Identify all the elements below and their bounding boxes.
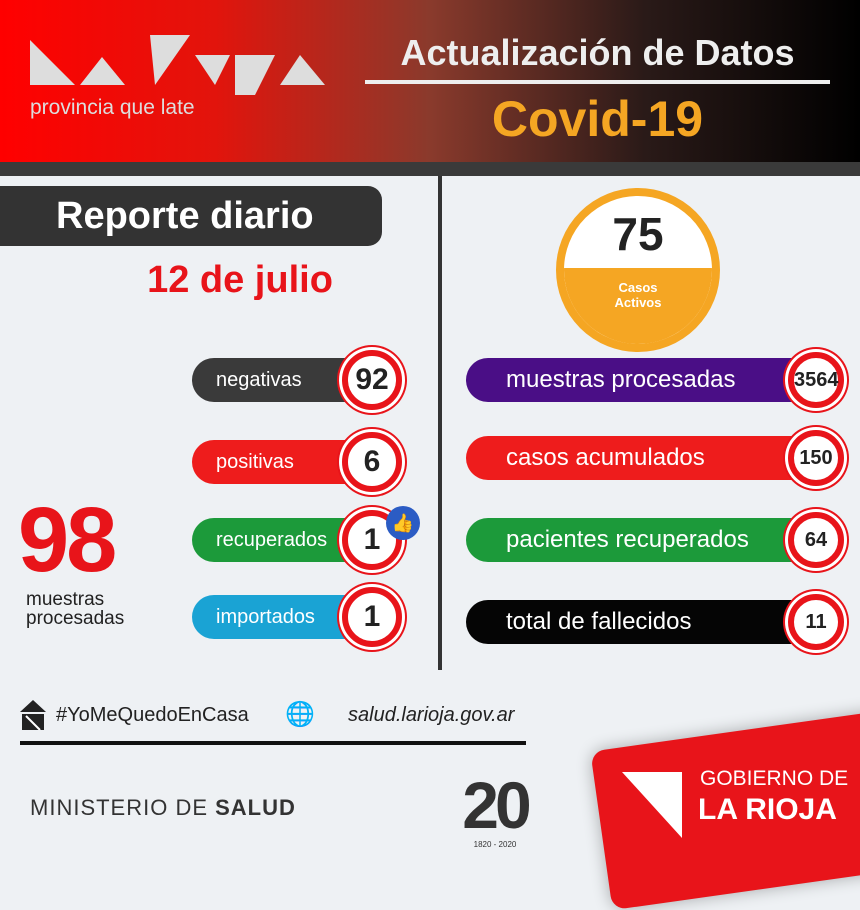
house-icon	[20, 700, 46, 730]
label-line-2: procesadas	[26, 608, 125, 629]
stat-label: total de fallecidos	[506, 608, 692, 635]
total-samples-label: muestras procesadas	[26, 590, 124, 628]
stat-value-circle: 150	[788, 430, 844, 486]
stat-label: muestras procesadas	[506, 366, 736, 393]
government-logo-mark	[622, 772, 682, 838]
thumbs-up-icon: 👍	[386, 506, 420, 540]
stat-value-circle: 1	[342, 587, 402, 647]
column-divider	[438, 176, 442, 670]
active-cases-label: Casos Activos	[614, 280, 662, 310]
logo-tagline: provincia que late	[30, 96, 195, 119]
stat-value-circle: 92	[342, 350, 402, 410]
ministry-name: MINISTERIO DE SALUD	[30, 795, 296, 820]
stat-value-circle: 64	[788, 512, 844, 568]
stat-label: casos acumulados	[506, 444, 705, 471]
stat-pill-3: total de fallecidos	[466, 600, 816, 644]
hashtag: #YoMeQuedoEnCasa	[56, 704, 249, 726]
label-line-1: muestras	[26, 589, 105, 610]
gov-line-1: GOBIERNO DE	[700, 767, 849, 790]
gov-line-2: LA RIOJA	[698, 793, 837, 826]
total-samples-value: 98	[18, 489, 117, 591]
stat-label: pacientes recuperados	[506, 526, 749, 553]
report-title: Reporte diario	[0, 186, 382, 246]
title-divider	[365, 80, 830, 84]
stat-value-circle: 3564	[788, 352, 844, 408]
globe-www-icon: 🌐	[285, 701, 315, 728]
stat-value-circle: 6	[342, 432, 402, 492]
report-date: 12 de julio	[147, 259, 333, 301]
stat-label: negativas	[216, 369, 302, 391]
active-cases-badge: 75 Casos Activos	[556, 188, 720, 352]
page-title: Actualización de Datos	[400, 32, 795, 73]
stat-label: positivas	[216, 451, 294, 473]
active-cases-value: 75	[612, 208, 664, 260]
la-rioja-logo	[30, 35, 325, 95]
stat-label: recuperados	[216, 529, 328, 551]
stat-pill-1: casos acumulados	[466, 436, 816, 480]
header-band	[0, 162, 860, 176]
website-link[interactable]: salud.larioja.gov.ar	[348, 704, 515, 726]
page-subtitle: Covid-19	[491, 91, 704, 147]
stat-value-circle: 1	[342, 510, 402, 570]
stat-value-circle: 11	[788, 594, 844, 650]
footer-divider	[20, 741, 526, 745]
stat-pill-2: pacientes recuperados	[466, 518, 816, 562]
stat-pill-0: muestras procesadas	[466, 358, 816, 402]
bicentenary-logo: 20 1820 - 2020	[462, 768, 531, 849]
stat-label: importados	[216, 606, 315, 628]
